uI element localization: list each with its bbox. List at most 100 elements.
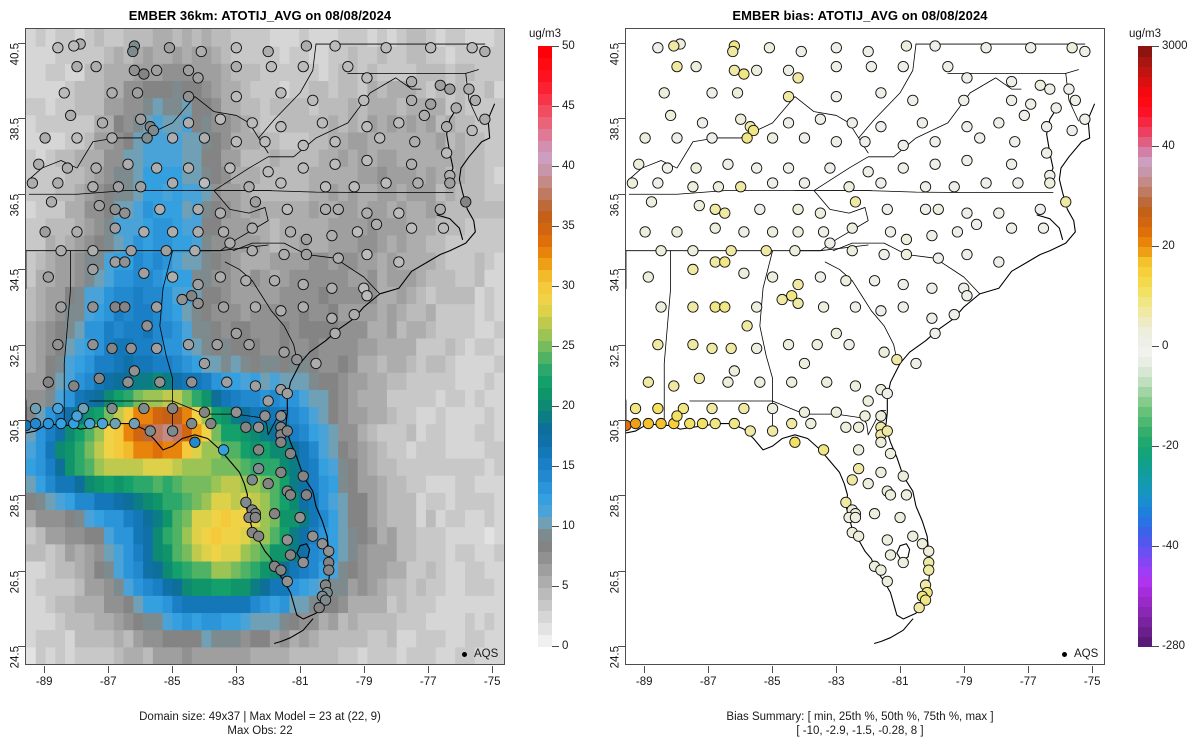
colorbar-segment (1138, 286, 1152, 297)
colorbar-segment (538, 281, 552, 294)
colorbar-segment (538, 528, 552, 541)
colorbar-tick-label: 50 (562, 40, 575, 52)
x-tick-label: -81 (891, 676, 909, 688)
colorbar-segment (538, 93, 552, 106)
colorbar-segment (1138, 496, 1152, 507)
colorbar-segment (1138, 116, 1152, 127)
colorbar-segment (538, 234, 552, 247)
colorbar-tick-label: 0 (1162, 340, 1169, 352)
right-caption-line1: Bias Summary: [ min, 25th %, 50th %, 75t… (726, 711, 994, 723)
colorbar-segment (1138, 96, 1152, 107)
colorbar-tick (552, 46, 559, 47)
x-tick (772, 666, 774, 673)
x-tick (428, 666, 430, 673)
colorbar-segment (538, 163, 552, 176)
colorbar-segment (538, 246, 552, 259)
colorbar-segment (538, 504, 552, 518)
colorbar-segment (1138, 636, 1152, 647)
colorbar-tick-label: -40 (1162, 540, 1179, 552)
colorbar-segment (1138, 86, 1152, 97)
aqs-marker-icon (1062, 651, 1067, 657)
colorbar-segment (538, 363, 552, 376)
x-tick-label: -83 (827, 676, 845, 688)
left-colorbar-units: ug/m3 (529, 28, 561, 40)
colorbar-segment (538, 210, 552, 224)
right-aqs-legend: AQS (1062, 648, 1098, 660)
colorbar-segment (538, 469, 552, 482)
colorbar-segment (1138, 136, 1152, 147)
colorbar-segment (1138, 356, 1152, 367)
colorbar-segment (1138, 256, 1152, 267)
colorbar-segment (1138, 456, 1152, 467)
colorbar-tick-label: 25 (562, 340, 575, 352)
colorbar-segment (1138, 556, 1152, 567)
colorbar-tick-label: -20 (1162, 440, 1179, 452)
colorbar-segment (1138, 516, 1152, 527)
colorbar-tick (1152, 646, 1159, 647)
colorbar-tick (552, 346, 559, 347)
right-caption-line2: [ -10, -2.9, -1.5, -0.28, 8 ] (796, 725, 924, 737)
colorbar-segment (538, 293, 552, 306)
colorbar-tick-label: 40 (562, 160, 575, 172)
x-tick-label: -79 (955, 676, 973, 688)
colorbar-tick-label: 20 (562, 400, 575, 412)
colorbar-segment (538, 187, 552, 200)
colorbar-segment (1138, 366, 1152, 377)
colorbar-segment (1138, 146, 1152, 157)
colorbar-tick-label: 35 (562, 220, 575, 232)
x-tick (172, 666, 174, 673)
colorbar-tick (552, 586, 559, 587)
colorbar-segment (538, 328, 552, 341)
colorbar-tick-label: 3000 (1162, 40, 1188, 52)
x-tick-label: -89 (35, 676, 53, 688)
colorbar-segment (1138, 486, 1152, 497)
colorbar-gradient (538, 46, 552, 647)
colorbar-tick-label: 0 (562, 640, 569, 652)
x-tick (900, 666, 902, 673)
colorbar-segment (538, 175, 552, 188)
colorbar-segment (538, 446, 552, 459)
right-map-plot[interactable] (625, 28, 1105, 665)
left-panel: EMBER 36km: ATOTIJ_AVG on 08/08/2024 24.… (9, 8, 575, 737)
colorbar-segment (1138, 406, 1152, 417)
colorbar-tick (1152, 346, 1159, 347)
colorbar-tick (552, 466, 559, 467)
left-aqs-legend: AQS (462, 648, 498, 660)
colorbar-tick-label: 30 (562, 280, 575, 292)
colorbar-segment (538, 269, 552, 282)
colorbar-segment (538, 304, 552, 318)
x-tick-label: -85 (163, 676, 181, 688)
colorbar-segment (538, 493, 552, 506)
left-caption-line1: Domain size: 49x37 | Max Model = 23 at (… (139, 711, 381, 723)
colorbar-segment (1138, 396, 1152, 407)
colorbar-segment (1138, 506, 1152, 517)
colorbar-segment (1138, 226, 1152, 237)
colorbar-segment (1138, 536, 1152, 547)
colorbar-segment (1138, 526, 1152, 537)
x-tick (708, 666, 710, 673)
colorbar-segment (538, 198, 552, 212)
x-tick (44, 666, 46, 673)
colorbar-segment (1138, 166, 1152, 177)
x-tick-label: -77 (1019, 676, 1037, 688)
colorbar-segment (538, 140, 552, 153)
colorbar-segment (538, 610, 552, 624)
colorbar-segment (538, 375, 552, 388)
colorbar-segment (538, 351, 552, 365)
colorbar-segment (1138, 596, 1152, 607)
colorbar-segment (1138, 296, 1152, 307)
colorbar-segment (1138, 176, 1152, 187)
x-tick (964, 666, 966, 673)
colorbar-segment (538, 563, 552, 576)
colorbar-segment (1138, 436, 1152, 447)
right-panel: EMBER bias: ATOTIJ_AVG on 08/08/2024 24.… (600, 0, 1200, 750)
x-tick-label: -75 (1083, 676, 1101, 688)
colorbar-tick-label: 10 (562, 520, 575, 532)
left-map-plot[interactable] (25, 28, 505, 665)
colorbar-segment (1138, 246, 1152, 257)
x-tick (364, 666, 366, 673)
x-tick-label: -79 (355, 676, 373, 688)
colorbar-segment (1138, 606, 1152, 617)
left-panel-title: EMBER 36km: ATOTIJ_AVG on 08/08/2024 (128, 8, 392, 23)
colorbar-segment (1138, 346, 1152, 357)
